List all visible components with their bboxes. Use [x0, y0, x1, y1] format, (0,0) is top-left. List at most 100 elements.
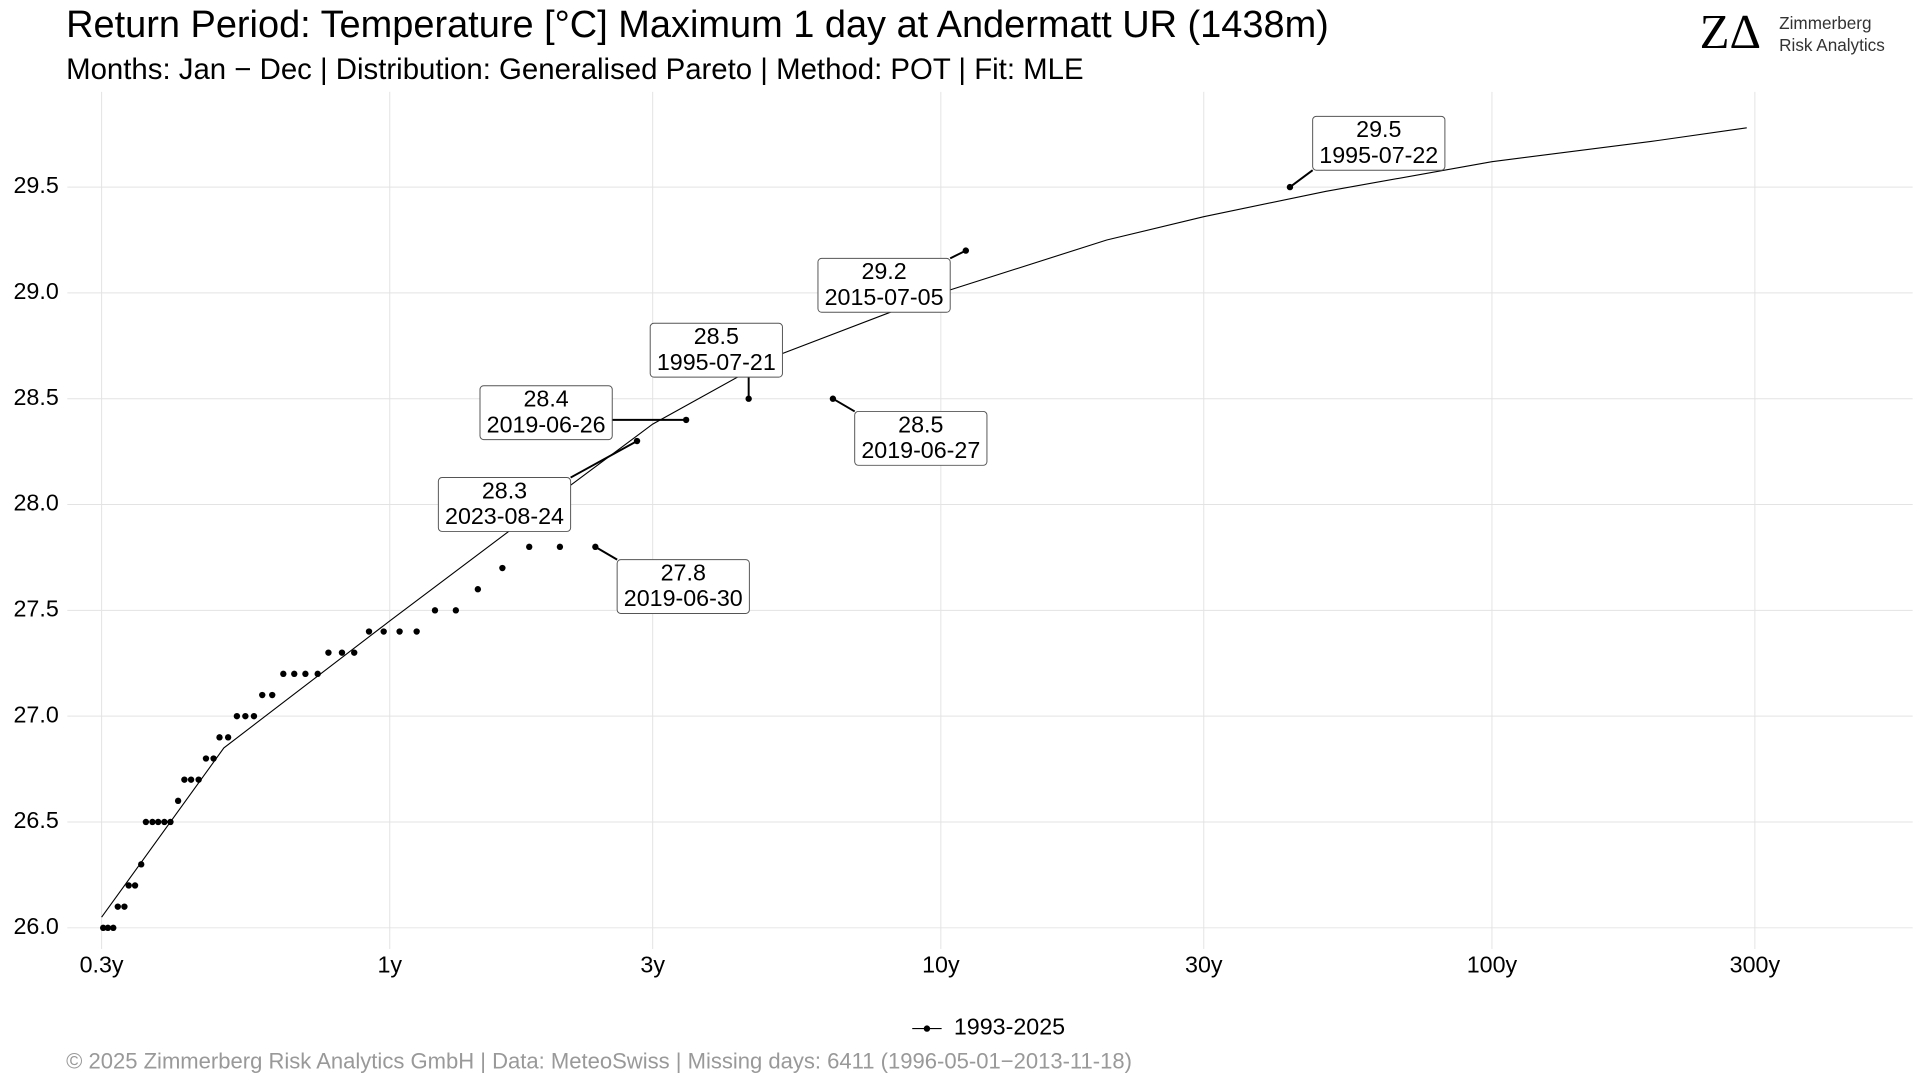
annotation-value: 28.4 [523, 386, 568, 412]
data-point [167, 818, 174, 826]
footer: © 2025 Zimmerberg Risk Analytics GmbH | … [66, 1049, 1132, 1074]
data-point [351, 649, 358, 656]
data-point [556, 543, 564, 551]
data-point [110, 924, 117, 931]
chart-title: Return Period: Temperature [°C] Maximum … [66, 4, 1329, 46]
y-tick-label: 27.5 [14, 595, 59, 621]
annotation-value: 28.3 [482, 477, 527, 503]
data-point [195, 776, 202, 783]
annotation-date: 2023-08-24 [445, 503, 564, 529]
y-tick-label: 29.5 [14, 172, 59, 198]
data-point [314, 670, 321, 678]
annotation-date: 2019-06-26 [487, 411, 606, 437]
y-tick-label: 26.5 [14, 807, 59, 833]
data-point [104, 924, 112, 931]
data-point [131, 882, 139, 889]
annotation-leader [570, 440, 638, 479]
x-tick-label: 30y [1185, 951, 1223, 977]
data-point [829, 395, 837, 402]
data-point [745, 395, 752, 402]
data-point [114, 903, 121, 910]
data-point [962, 247, 970, 254]
data-point [682, 416, 690, 424]
logo-mark: ZΔ [1700, 4, 1761, 59]
data-point [413, 628, 420, 635]
data-point [291, 670, 298, 678]
data-point [431, 607, 439, 614]
data-point [526, 543, 533, 551]
data-point [474, 586, 482, 593]
data-point [224, 734, 232, 741]
data-point [161, 818, 168, 826]
data-point [592, 543, 599, 551]
annotation-date: 1995-07-22 [1319, 142, 1438, 168]
data-point [233, 712, 241, 720]
annotation-box [1312, 115, 1446, 171]
data-point [250, 712, 258, 720]
annotation-box [437, 477, 572, 532]
x-tick-label: 100y [1467, 951, 1518, 977]
data-point [338, 649, 346, 656]
data-point [380, 628, 387, 635]
data-point [325, 649, 332, 656]
annotation-value: 28.5 [898, 411, 943, 437]
y-tick-label: 28.5 [14, 384, 59, 410]
legend-label: 1993-2025 [954, 1014, 1065, 1040]
annotation-value: 28.5 [694, 323, 739, 349]
annotation-date: 2019-06-30 [624, 585, 743, 611]
data-point [210, 755, 217, 762]
data-point [259, 691, 266, 699]
logo-line2: Risk Analytics [1779, 35, 1885, 55]
x-tick-label: 10y [922, 951, 960, 977]
data-point [216, 734, 223, 741]
y-tick-label: 26.0 [14, 913, 59, 939]
data-point [181, 776, 188, 783]
data-point [452, 607, 460, 614]
x-tick-label: 300y [1730, 951, 1781, 977]
annotation-box [649, 322, 783, 378]
annotation-value: 27.8 [661, 559, 706, 585]
data-point [125, 882, 132, 889]
y-tick-label: 28.0 [14, 490, 59, 516]
annotation-date: 2019-06-27 [861, 437, 980, 463]
annotation-value: 29.2 [861, 258, 906, 284]
y-tick-label: 29.0 [14, 278, 59, 304]
y-tick-label: 27.0 [14, 701, 59, 727]
data-point [174, 797, 182, 805]
data-point [138, 861, 145, 868]
chart-subtitle: Months: Jan − Dec | Distribution: Genera… [66, 53, 1083, 86]
data-point [202, 755, 210, 762]
data-point [121, 903, 128, 910]
data-point [149, 818, 156, 826]
annotation-box [854, 410, 988, 466]
annotation-date: 1995-07-21 [657, 349, 776, 375]
x-tick-label: 1y [377, 951, 402, 977]
data-point [280, 670, 287, 678]
data-point [269, 691, 276, 699]
data-point [302, 670, 309, 678]
legend-marker [923, 1025, 931, 1032]
x-tick-label: 0.3y [80, 951, 124, 977]
annotation-value: 29.5 [1356, 116, 1401, 142]
data-point [154, 818, 162, 826]
annotation-leader [1289, 169, 1314, 188]
logo-line1: Zimmerberg [1779, 13, 1871, 33]
data-point [365, 628, 373, 635]
data-point [1286, 183, 1294, 191]
fit-line [101, 127, 1747, 918]
annotation-box [479, 385, 613, 441]
x-tick-label: 3y [640, 951, 665, 977]
data-point [142, 818, 150, 826]
annotation-box [616, 559, 750, 614]
data-point [633, 437, 641, 445]
annotation-date: 2015-07-05 [825, 284, 944, 310]
annotation-leader [832, 397, 856, 413]
annotation-box [817, 257, 951, 313]
data-point [187, 776, 195, 783]
data-point [242, 712, 249, 720]
annotation-leader [594, 546, 618, 561]
data-point [396, 628, 403, 635]
data-point [100, 924, 107, 931]
data-point [499, 564, 506, 572]
